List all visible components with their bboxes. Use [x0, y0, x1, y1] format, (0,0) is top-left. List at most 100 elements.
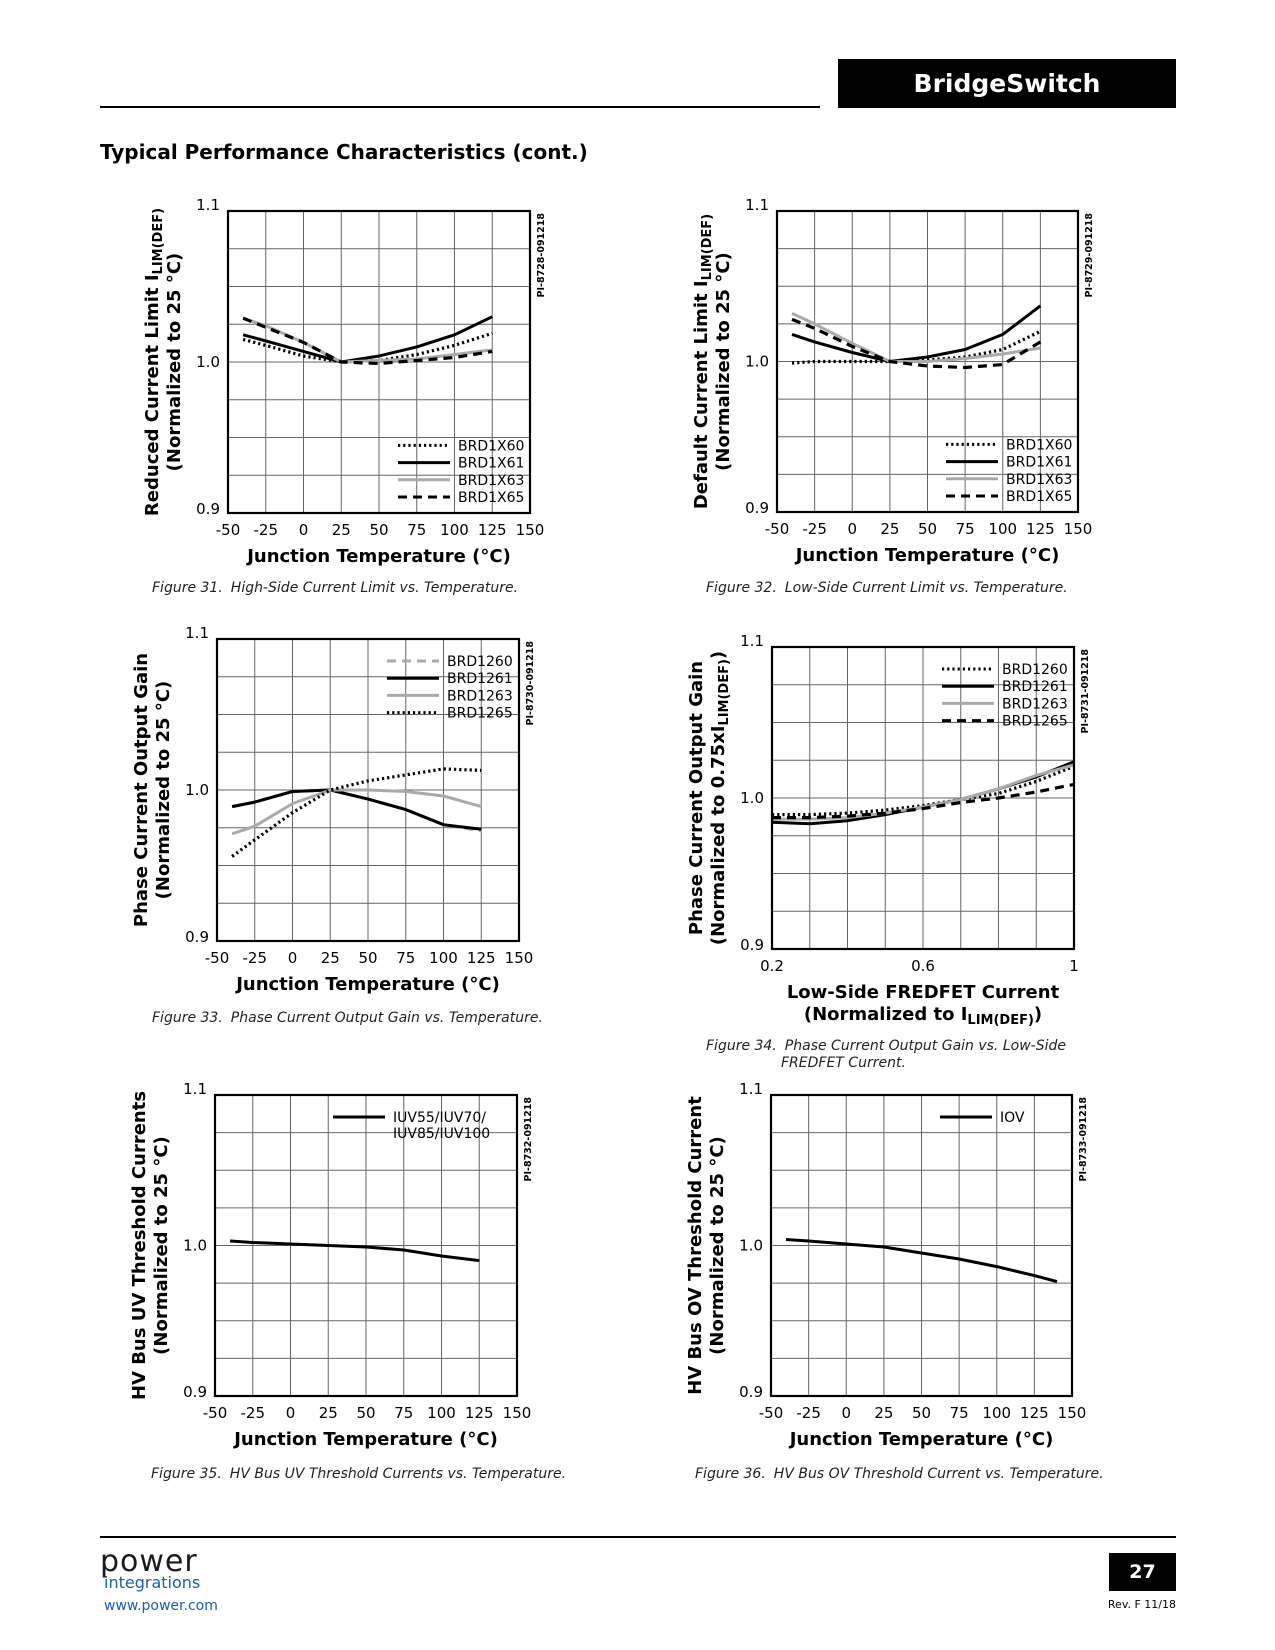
figure-id-code: PI-8728-091218: [536, 213, 547, 298]
x-tick-label: 75: [407, 521, 426, 539]
y-axis-title-main: Phase Current Output Gain: [686, 661, 707, 935]
x-tick-label: 25: [332, 521, 351, 539]
series-line-brd1261: [231, 788, 482, 831]
y-axis-subtitle: (Normalized to 25 °C): [713, 252, 734, 471]
x-tick-label: -25: [796, 1404, 821, 1422]
y-axis-subtitle: (Normalized to 25 °C): [151, 1136, 172, 1355]
legend-label: IOV: [1000, 1110, 1025, 1126]
footer-rule: [100, 1536, 1176, 1538]
figure-id-code: PI-8733-091218: [1078, 1097, 1089, 1182]
x-tick-label: -50: [216, 521, 241, 539]
caption-text: High-Side Current Limit vs. Temperature.: [230, 580, 519, 596]
section-title: Typical Performance Characteristics (con…: [100, 140, 588, 164]
x-tick-label: 100: [982, 1404, 1011, 1422]
x-tick-label: 150: [505, 949, 534, 967]
caption-number: Figure 36.: [695, 1466, 766, 1482]
y-tick-label: 1.1: [196, 196, 220, 214]
series-line-brd1x65: [791, 317, 1042, 370]
y-axis-title-main: Phase Current Output Gain: [131, 653, 152, 927]
plot-frame: [770, 645, 1076, 951]
x-tick-label: 0: [841, 1404, 851, 1422]
x-tick-label: 0.6: [911, 957, 935, 975]
y-tick-label: 0.9: [183, 1383, 207, 1401]
x-tick-label: -50: [205, 949, 230, 967]
header-rule: [100, 106, 820, 108]
logo-integrations-text: integrations: [104, 1573, 201, 1592]
brand-header: BridgeSwitch: [838, 59, 1176, 108]
plot-frame: [215, 637, 521, 943]
legend-label: BRD1X65: [1006, 489, 1072, 505]
x-tick-label: 50: [356, 1404, 375, 1422]
caption-figure-35: Figure 35. HV Bus UV Threshold Currents v…: [151, 1466, 571, 1483]
plot-frame: [226, 209, 532, 515]
x-axis-title: Junction Temperature (°C): [794, 545, 1060, 566]
y-axis-title-subscript: LIM(DEF): [151, 208, 166, 275]
y-axis-title-main: HV Bus UV Threshold Currents: [129, 1091, 150, 1400]
x-tick-label: -25: [243, 949, 268, 967]
x-tick-label: 75: [956, 520, 975, 538]
y-axis-subtitle-main: (Normalized to 0.75xI: [708, 726, 729, 946]
x-tick-label: -50: [765, 520, 790, 538]
y-tick-label: 1.1: [740, 632, 764, 650]
legend-label: BRD1X63: [458, 473, 524, 489]
x-tick-label: 0.2: [760, 957, 784, 975]
chart-gridlines: [777, 211, 1078, 512]
series-line-brd1x61: [791, 304, 1042, 363]
chart-legend: IOV: [940, 1110, 1025, 1126]
x-tick-label: 125: [467, 949, 496, 967]
logo-power-text: power: [100, 1544, 198, 1579]
chart-legend: IUV55/IUV70/IUV85/IUV100: [333, 1110, 490, 1142]
y-axis-title-main: Reduced Current Limit I: [142, 274, 163, 516]
legend-label: BRD1260: [447, 654, 513, 670]
y-axis-title-main: HV Bus OV Threshold Current: [685, 1096, 706, 1395]
figure-id-code: PI-8732-091218: [523, 1097, 534, 1182]
y-axis-subtitle-end: ): [708, 651, 729, 659]
x-tick-label: 0: [288, 949, 298, 967]
legend-label: IUV85/IUV100: [393, 1126, 490, 1142]
x-axis-subtitle-main: (Normalized to I: [804, 1004, 968, 1025]
page-number: 27: [1109, 1553, 1176, 1591]
caption-text: HV Bus UV Threshold Currents vs. Tempera…: [229, 1466, 567, 1482]
y-tick-label: 0.9: [739, 1383, 763, 1401]
caption-number: Figure 33.: [152, 1010, 223, 1026]
x-tick-label: 50: [369, 521, 388, 539]
series-line-brd1263: [231, 788, 482, 836]
x-tick-label: 150: [503, 1404, 532, 1422]
x-tick-label: 75: [396, 949, 415, 967]
legend-label: BRD1260: [1002, 662, 1068, 678]
x-tick-label: 100: [440, 521, 469, 539]
caption-figure-33: Figure 33. Phase Current Output Gain vs. …: [152, 1010, 572, 1027]
chart-figure-35: IUV55/IUV70/IUV85/IUV100 -50 -25 0 25 50 75 100…: [129, 1080, 534, 1450]
caption-text: HV Bus OV Threshold Current vs. Temperat…: [773, 1466, 1104, 1482]
x-tick-label: 0: [286, 1404, 296, 1422]
y-axis-subtitle-main: (Normalized to 25 °C): [153, 681, 174, 900]
x-axis-subtitle-subscript: LIM(DEF): [967, 1013, 1034, 1028]
caption-figure-31: Figure 31. High-Side Current Limit vs. Te…: [152, 580, 572, 597]
x-tick-label: 50: [358, 949, 377, 967]
y-axis-subtitle: (Normalized to 0.75xILIM(DEF)): [708, 651, 732, 945]
y-axis-title: Default Current Limit ILIM(DEF): [691, 214, 715, 509]
x-tick-label: 1: [1069, 957, 1079, 975]
plot-frame: [775, 209, 1080, 514]
y-axis-subtitle-main: (Normalized to 25 °C): [713, 252, 734, 471]
x-axis-title: Junction Temperature (°C): [788, 1429, 1054, 1450]
caption-text: Phase Current Output Gain vs. Low-Side F…: [781, 1038, 1066, 1071]
website-link[interactable]: www.power.com: [104, 1598, 218, 1614]
x-tick-label: -25: [802, 520, 827, 538]
x-tick-label: 100: [988, 520, 1017, 538]
legend-label: BRD1263: [447, 688, 513, 704]
y-tick-label: 1.0: [739, 1237, 763, 1255]
y-tick-label: 0.9: [196, 500, 220, 518]
x-axis-subtitle-end: ): [1034, 1004, 1042, 1025]
caption-figure-32: Figure 32. Low-Side Current Limit vs. Tem…: [706, 580, 1126, 597]
x-tick-label: 100: [429, 949, 458, 967]
x-tick-label: -25: [254, 521, 279, 539]
series-line-iuv55-iuv70-iuv85-iuv100: [230, 1239, 480, 1263]
y-axis-title-main: Default Current Limit I: [691, 280, 712, 509]
x-tick-label: 0: [299, 521, 309, 539]
